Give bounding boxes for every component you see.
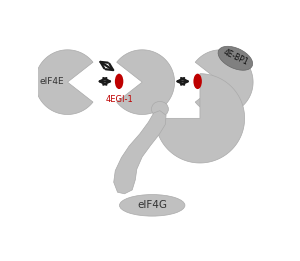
- Ellipse shape: [115, 74, 123, 89]
- Text: eIF4G: eIF4G: [137, 200, 167, 210]
- Ellipse shape: [119, 194, 185, 216]
- Text: 4EGI-1: 4EGI-1: [105, 95, 133, 104]
- Polygon shape: [155, 74, 244, 163]
- Polygon shape: [114, 111, 166, 194]
- Polygon shape: [195, 50, 253, 115]
- Ellipse shape: [218, 46, 253, 70]
- Ellipse shape: [194, 74, 202, 89]
- Text: 4E-BP1: 4E-BP1: [221, 48, 249, 67]
- Text: eIF4E: eIF4E: [40, 77, 64, 86]
- Ellipse shape: [152, 101, 168, 117]
- Polygon shape: [35, 50, 93, 115]
- Polygon shape: [117, 50, 175, 115]
